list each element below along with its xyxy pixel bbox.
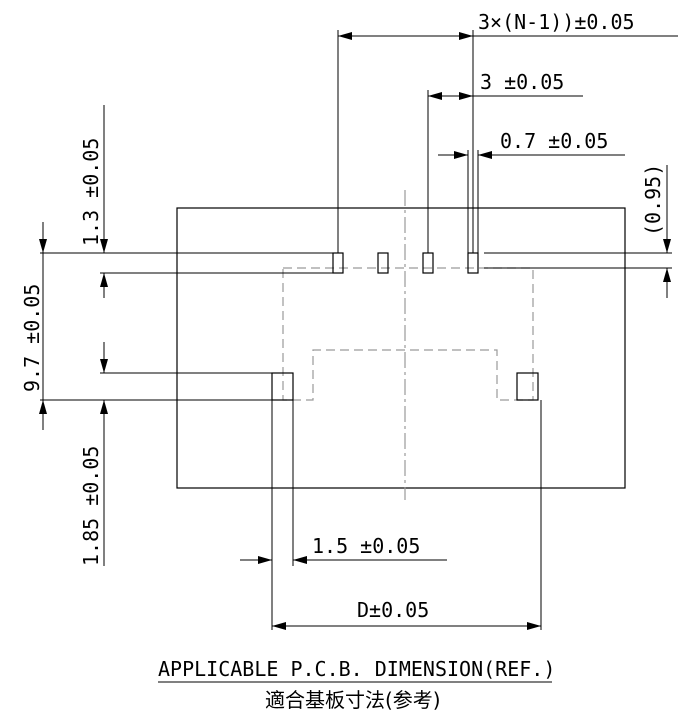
arrowhead [663,268,671,282]
housing-outline [176,207,626,489]
signal-pad [467,252,479,274]
dim-text-ref: (0.95) [641,164,665,236]
dim-text-mount-width: 1.5 ±0.05 [312,534,420,558]
dim-text-pad-width: 0.7 ±0.05 [500,129,608,153]
mount-pad-right [516,372,539,401]
dim-text-13: 1.3 ±0.05 [79,138,103,246]
dashed-body-outline [282,267,534,401]
arrowhead [39,239,47,253]
arrowhead [272,622,286,630]
arrowhead [454,151,468,159]
arrowhead [428,92,442,100]
arrowhead [459,32,473,40]
arrowhead [338,32,352,40]
arrowhead [293,556,307,564]
arrowhead [100,239,108,253]
dim-text-pitch: 3 ±0.05 [480,70,564,94]
mount-pad-left [271,372,294,401]
arrowhead [527,622,541,630]
arrowhead [258,556,272,564]
signal-pad [332,252,344,274]
signal-pad [377,252,389,274]
dim-text-pitch-total: 3×(N-1))±0.05 [478,10,635,34]
arrowhead [663,239,671,253]
signal-pad [422,252,434,274]
dim-text-97: 9.7 ±0.05 [20,284,44,392]
dim-text-185: 1.85 ±0.05 [79,446,103,566]
arrowhead [459,92,473,100]
arrowhead [100,400,108,414]
arrowhead [100,273,108,287]
dim-text-d: D±0.05 [357,598,429,622]
arrowhead [100,359,108,373]
title-english: APPLICABLE P.C.B. DIMENSION(REF.) [158,657,555,681]
arrowhead [39,400,47,414]
arrowhead [478,151,492,159]
title-japanese: 適合基板寸法(参考) [265,688,441,712]
